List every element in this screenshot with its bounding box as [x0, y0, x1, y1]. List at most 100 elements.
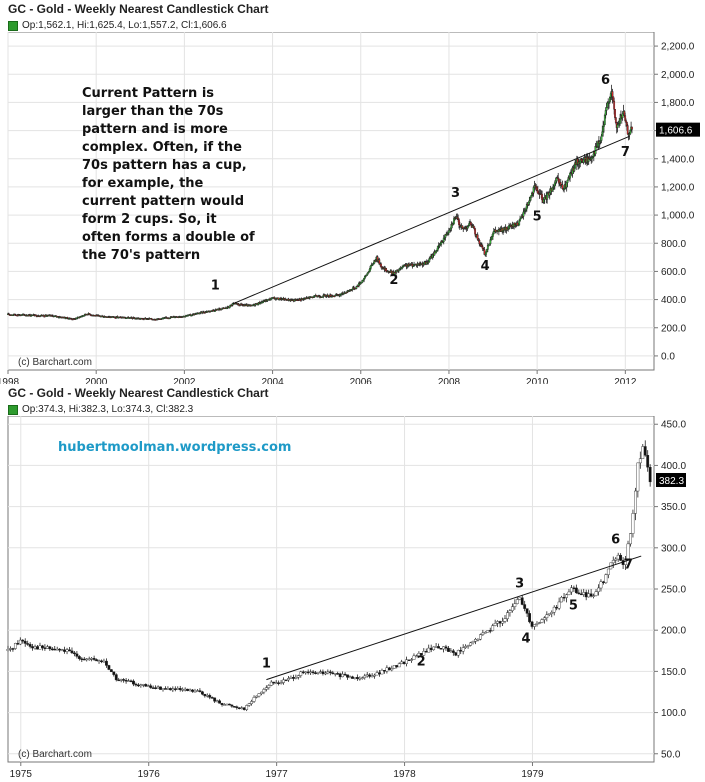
- candle-down: [11, 648, 15, 650]
- candle-down: [613, 100, 616, 110]
- candle-down: [387, 667, 391, 671]
- candle-up: [474, 639, 477, 642]
- x-tick-label: 2002: [173, 377, 196, 384]
- candle-down: [584, 592, 588, 598]
- candle-up: [323, 672, 327, 675]
- candle-up: [565, 594, 568, 598]
- candle-up: [606, 568, 610, 575]
- candle-down: [203, 694, 207, 697]
- candle-up: [363, 675, 367, 678]
- y-tick-label: 600.0: [661, 267, 686, 278]
- chart2-ohlc-readout: Op:374.3, Hi:382.3, Lo:374.3, Cl:382.3: [8, 404, 193, 415]
- candle-down: [75, 653, 79, 657]
- candle-up: [427, 647, 431, 653]
- candle-down: [343, 673, 347, 676]
- candle-up: [188, 689, 192, 692]
- candle-down: [210, 697, 214, 699]
- candle-up: [9, 648, 12, 650]
- candle-down: [523, 604, 527, 609]
- candle-down: [454, 652, 458, 656]
- candle-down: [378, 672, 381, 675]
- candle-up: [370, 675, 374, 678]
- candle-up: [373, 674, 376, 677]
- chart2-annotation-note: hubertmoolman.wordpress.com: [58, 440, 292, 455]
- x-tick-label: 1975: [10, 769, 33, 780]
- candle-up: [223, 704, 226, 706]
- trendline: [232, 135, 630, 305]
- chart2-plot: 50.0 100.0 150.0 200.0 250.0 300.0 350.0 400.0 4…: [6, 416, 686, 780]
- candle-down: [198, 690, 202, 692]
- candle-up: [449, 650, 453, 652]
- candle-up: [97, 660, 101, 662]
- candle-up: [567, 591, 571, 595]
- candle-up: [466, 645, 470, 647]
- wave-point-label: 4: [481, 259, 490, 274]
- candle-up: [614, 558, 618, 561]
- candle-up: [560, 597, 563, 603]
- candle-up: [397, 663, 401, 668]
- candle-down: [602, 581, 605, 583]
- candle-up: [139, 684, 143, 687]
- candle-down: [237, 707, 241, 709]
- candle-up: [456, 650, 460, 656]
- candle-up: [501, 621, 504, 624]
- wave-point-label: 5: [533, 210, 542, 225]
- candle-up: [260, 691, 263, 694]
- candle-up: [631, 513, 635, 534]
- chart1-annotation-note: Current Pattern is larger than the 70s p…: [82, 86, 255, 263]
- candle-down: [614, 109, 616, 118]
- y-tick-label: 1,000.0: [661, 211, 695, 222]
- candle-up: [141, 684, 145, 686]
- candle-down: [70, 650, 74, 654]
- candle-down: [41, 645, 44, 648]
- candle-down: [107, 665, 111, 670]
- candle-down: [200, 691, 204, 695]
- candle-down: [292, 677, 295, 679]
- candle-down: [643, 446, 647, 456]
- candle-down: [218, 700, 221, 704]
- candle-down: [191, 689, 194, 692]
- candle-up: [638, 458, 642, 464]
- chart1-plot: 0.0 200.0 400.0 600.0 800.0 1,000.0 1,200.0 1,4…: [0, 32, 700, 384]
- candle-down: [555, 606, 559, 609]
- wave-point-label: 5: [569, 599, 578, 614]
- wave-point-label: 7: [621, 145, 630, 160]
- candle-up: [161, 688, 165, 690]
- candle-up: [102, 660, 106, 663]
- candle-up: [570, 587, 573, 593]
- candle-up: [405, 659, 408, 664]
- candle-up: [264, 687, 268, 690]
- candle-up: [215, 700, 219, 702]
- candle-up: [289, 677, 293, 679]
- wave-point-label: 3: [515, 576, 524, 591]
- candle-down: [474, 228, 477, 235]
- candle-up: [508, 610, 512, 613]
- candle-up: [469, 642, 472, 646]
- candle-up: [464, 646, 468, 648]
- wave-point-label: 1: [211, 279, 220, 294]
- candle-up: [380, 670, 384, 675]
- candle-up: [486, 630, 490, 633]
- candle-up: [587, 593, 591, 598]
- candle-down: [351, 676, 354, 679]
- candle-down: [149, 685, 153, 688]
- candle-up: [299, 671, 303, 676]
- x-tick-label: 1976: [138, 769, 161, 780]
- candle-down: [48, 646, 52, 650]
- candle-up: [45, 646, 49, 649]
- wave-point-label: 4: [522, 632, 531, 647]
- y-tick-label: 2,200.0: [661, 42, 695, 53]
- candle-down: [429, 647, 433, 651]
- candle-down: [314, 672, 317, 674]
- candle-down: [284, 679, 288, 682]
- last-price-tag: [656, 122, 700, 137]
- wave-point-label: 2: [389, 273, 398, 288]
- candle-down: [105, 660, 108, 666]
- candle-down: [95, 659, 98, 662]
- y-tick-label: 200.0: [661, 626, 686, 637]
- candle-down: [235, 706, 239, 708]
- candle-up: [510, 606, 514, 611]
- candle-up: [594, 591, 598, 596]
- candle-down: [277, 682, 281, 684]
- candle-up: [269, 681, 273, 686]
